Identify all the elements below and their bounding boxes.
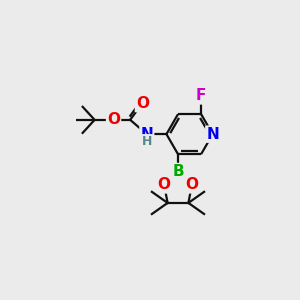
Text: N: N [206,127,219,142]
Text: B: B [172,164,184,179]
Text: O: O [158,177,171,192]
Text: F: F [196,88,206,104]
Text: H: H [142,135,152,148]
Text: O: O [185,177,198,192]
Text: O: O [107,112,120,128]
Text: O: O [136,96,149,111]
Text: N: N [140,127,153,142]
